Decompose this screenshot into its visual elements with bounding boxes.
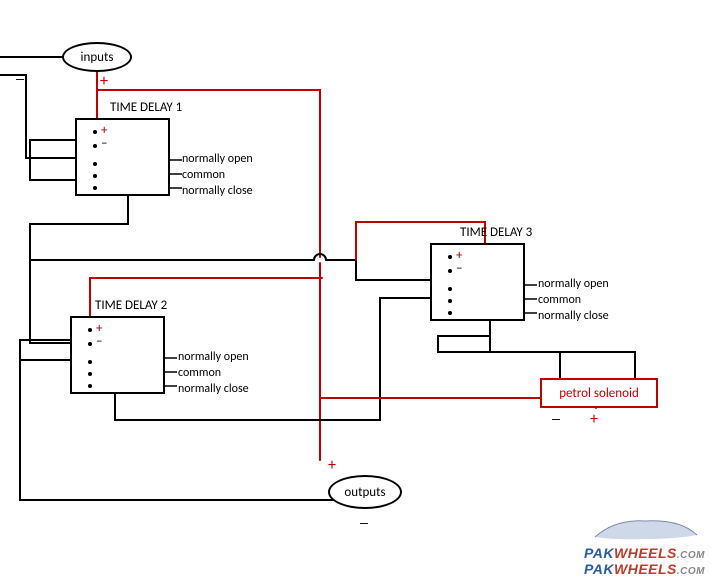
td1-no-label: normally open: [182, 152, 253, 166]
output-plus-sign: +: [328, 456, 336, 475]
td3-title: TIME DELAY 3: [460, 225, 532, 240]
inputs-node: inputs: [62, 42, 132, 72]
wm-wheels: WHEELS: [614, 545, 677, 561]
td1-com-label: common: [182, 168, 225, 182]
td2-com-label: common: [178, 366, 221, 380]
input-plus-sign: +: [100, 72, 108, 91]
watermark: PAKWHEELS.COM PAKWHEELS.COM: [584, 513, 705, 577]
wm-pak: PAK: [584, 545, 614, 561]
outputs-label: outputs: [344, 485, 385, 500]
solenoid-minus-sign: _: [552, 404, 560, 423]
relay-td3: + –: [430, 243, 525, 321]
td2-pin-lines: [163, 354, 177, 390]
td1-nc-label: normally close: [182, 184, 253, 198]
td3-nc-label: normally close: [538, 309, 609, 323]
solenoid-label: petrol solenoid: [559, 386, 639, 401]
input-minus-sign: _: [16, 64, 24, 83]
diagram-canvas: inputs + _ TIME DELAY 1 + – normally ope…: [0, 0, 711, 581]
td3-com-label: common: [538, 293, 581, 307]
relay-td1: + –: [75, 118, 170, 196]
wm-com: .COM: [677, 550, 705, 561]
relay-td2: + –: [70, 316, 165, 394]
td1-title: TIME DELAY 1: [110, 100, 182, 115]
td1-pin-lines: [168, 156, 182, 192]
output-minus-sign: _: [360, 508, 368, 527]
outputs-node: outputs: [328, 475, 402, 509]
solenoid-plus-sign: +: [590, 410, 598, 429]
inputs-label: inputs: [81, 50, 114, 65]
td2-title: TIME DELAY 2: [95, 298, 167, 313]
td3-pin-lines: [523, 281, 537, 317]
td3-no-label: normally open: [538, 277, 609, 291]
watermark-car-icon: [585, 513, 705, 543]
td2-nc-label: normally close: [178, 382, 249, 396]
td2-no-label: normally open: [178, 350, 249, 364]
